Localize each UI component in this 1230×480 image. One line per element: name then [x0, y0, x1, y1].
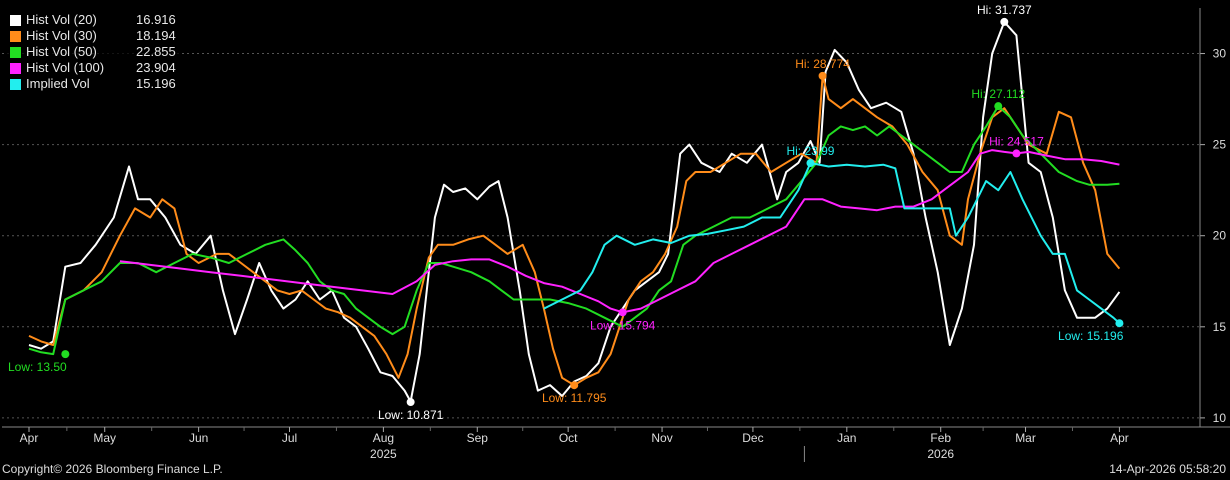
- annotation-marker: [818, 71, 827, 80]
- x-year-label: 2026: [927, 447, 954, 461]
- annotation-label: Hi: 24.517: [989, 134, 1044, 148]
- x-tick-label: Jan: [837, 431, 856, 445]
- annotation-marker: [618, 308, 627, 317]
- annotation-label: Low: 15.794: [590, 318, 656, 332]
- annotation-label: Hi: 27.112: [971, 87, 1025, 101]
- annotation-label: Hi: 23.99: [786, 144, 834, 158]
- legend-name: Hist Vol (100): [26, 60, 105, 75]
- annotation-label: Low: 15.196: [1058, 329, 1124, 343]
- annotation-marker: [1012, 149, 1021, 158]
- annotation-label: Low: 10.871: [378, 408, 444, 422]
- y-tick-label: 25: [1213, 138, 1227, 152]
- x-tick-label: Apr: [20, 431, 39, 445]
- y-tick-label: 15: [1213, 320, 1227, 334]
- annotation-label: Hi: 31.737: [977, 3, 1032, 17]
- y-tick-label: 20: [1213, 229, 1227, 243]
- annotation-marker: [994, 102, 1003, 111]
- x-tick-label: Aug: [373, 431, 394, 445]
- series-line-3: [119, 149, 1120, 314]
- legend-swatch: [10, 30, 21, 42]
- series-line-2: [28, 105, 1120, 356]
- annotation-label: Low: 13.50: [8, 360, 67, 374]
- x-year-label: 2025: [370, 447, 397, 461]
- x-tick-label: Dec: [742, 431, 763, 445]
- x-tick-label: May: [93, 431, 116, 445]
- legend-name: Implied Vol: [26, 76, 90, 91]
- legend-value: 16.916: [136, 12, 176, 27]
- x-tick-label: Sep: [467, 431, 489, 445]
- legend-value: 18.194: [136, 28, 176, 43]
- legend-item-hv50: Hist Vol (50) 22.855: [10, 44, 176, 60]
- annotation-marker: [406, 398, 415, 407]
- x-tick-label: Jul: [282, 431, 297, 445]
- copyright-text: Copyright© 2026 Bloomberg Finance L.P.: [2, 462, 223, 476]
- legend-value: 22.855: [136, 44, 176, 59]
- annotation-label: Low: 11.795: [542, 391, 607, 405]
- annotation-label: Hi: 28.774: [795, 57, 850, 71]
- series-line-4: [543, 162, 1121, 324]
- series-line-0: [28, 20, 1121, 403]
- annotation-marker: [1000, 17, 1009, 26]
- annotation-marker: [806, 159, 815, 168]
- legend-swatch: [10, 46, 21, 58]
- legend-item-hv100: Hist Vol (100) 23.904: [10, 60, 176, 76]
- annotation-marker: [1115, 319, 1124, 328]
- legend-name: Hist Vol (20): [26, 12, 97, 27]
- y-tick-label: 10: [1213, 411, 1227, 425]
- x-tick-label: Feb: [930, 431, 951, 445]
- legend-swatch: [10, 78, 21, 90]
- legend-name: Hist Vol (50): [26, 44, 97, 59]
- legend-name: Hist Vol (30): [26, 28, 97, 43]
- timestamp-text: 14-Apr-2026 05:58:20: [1109, 462, 1226, 476]
- legend-value: 15.196: [136, 76, 176, 91]
- legend-value: 23.904: [136, 60, 176, 75]
- legend: Hist Vol (20) 16.916 Hist Vol (30) 18.19…: [6, 10, 180, 94]
- legend-swatch: [10, 14, 21, 26]
- annotation-marker: [61, 350, 70, 359]
- y-tick-label: 30: [1213, 47, 1227, 61]
- legend-item-hv20: Hist Vol (20) 16.916: [10, 12, 176, 28]
- x-tick-label: Oct: [559, 431, 578, 445]
- legend-item-hv30: Hist Vol (30) 18.194: [10, 28, 176, 44]
- x-tick-label: Apr: [1110, 431, 1129, 445]
- series-line-1: [28, 74, 1121, 387]
- x-tick-label: Jun: [189, 431, 208, 445]
- x-tick-label: Mar: [1015, 431, 1036, 445]
- annotation-marker: [570, 381, 579, 390]
- legend-swatch: [10, 62, 21, 74]
- x-tick-label: Nov: [651, 431, 672, 445]
- legend-item-implied-vol: Implied Vol 15.196: [10, 76, 176, 92]
